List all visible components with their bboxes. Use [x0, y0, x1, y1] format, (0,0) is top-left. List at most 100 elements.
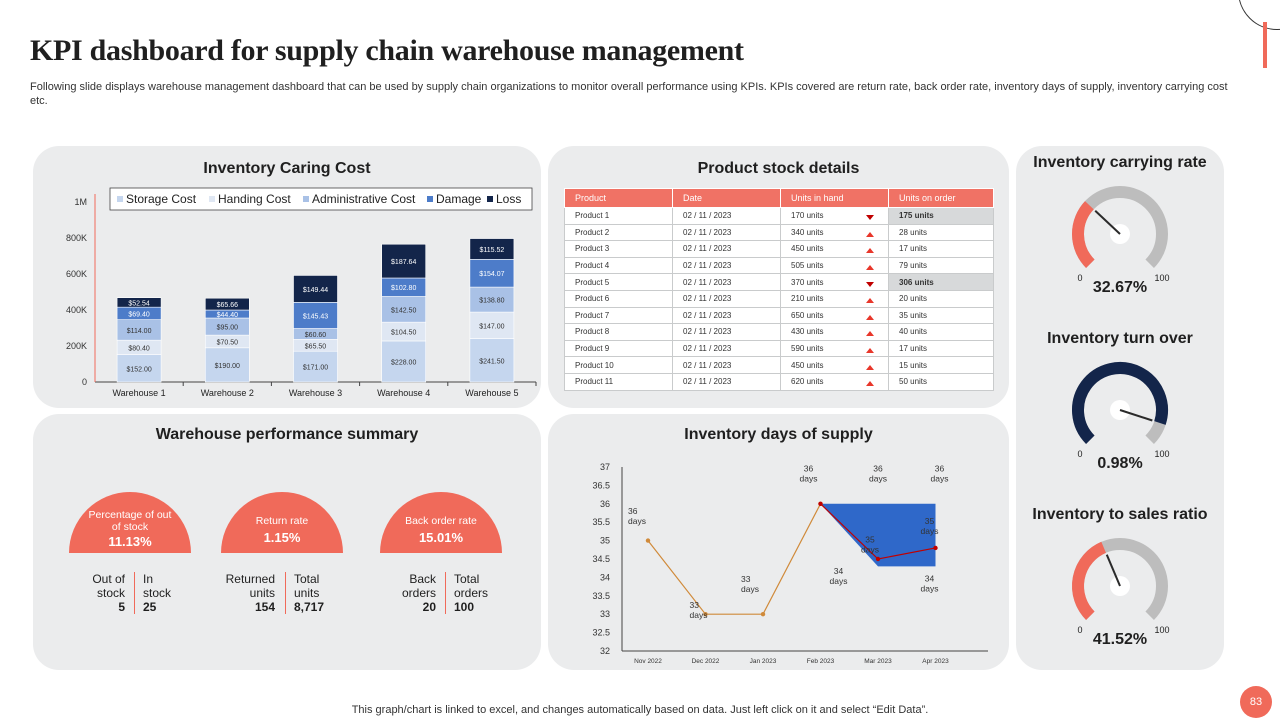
date-cell: 02 / 11 / 2023: [672, 240, 781, 258]
performance-summary-title: Warehouse performance summary: [155, 426, 419, 443]
units-in-hand-cell: 590 units: [780, 339, 889, 358]
product-cell: Product 2: [564, 223, 673, 242]
date-cell-text: 02 / 11 / 2023: [683, 277, 732, 287]
x-tick-label: Warehouse 1: [112, 388, 165, 398]
y-tick-label: 32: [600, 646, 610, 656]
units-in-hand-cell-text: 450 units: [791, 244, 824, 254]
bar-data-label: $114.00: [127, 328, 152, 335]
bar-data-label: $104.50: [391, 330, 416, 337]
bar-data-label: $65.50: [305, 343, 327, 350]
data-point: [760, 612, 766, 617]
data-label: 36 days: [931, 463, 949, 483]
product-stock-title: Product stock details: [697, 160, 860, 177]
data-label: 36 days: [869, 463, 887, 483]
units-in-hand-cell-text: 430 units: [791, 327, 824, 337]
gauge-fill: [1072, 201, 1095, 268]
bar-data-label: $60.60: [305, 332, 327, 339]
bar-data-label: $241.50: [479, 358, 504, 365]
gauge-title: Inventory turn over: [1047, 330, 1193, 347]
data-point: [875, 556, 881, 562]
legend-swatch: [117, 196, 123, 202]
product-cell-text: Product 6: [575, 294, 610, 304]
product-cell-text: Product 1: [575, 211, 610, 221]
x-tick-label: Warehouse 3: [289, 388, 342, 398]
bar-data-label: $80.40: [128, 345, 150, 352]
y-tick-label: 200K: [66, 341, 87, 351]
date-cell-text: 02 / 11 / 2023: [683, 261, 732, 271]
bar-segment: [205, 297, 250, 311]
gauge-min-label: 0: [1077, 449, 1082, 459]
x-tick-label: Warehouse 5: [465, 388, 518, 398]
out-of-stock-right-stat: In stock 25: [143, 572, 183, 614]
return-rate-card: Return rate 1.15%: [221, 492, 343, 553]
decorative-corner-circle: [1238, 0, 1280, 30]
date-cell: 02 / 11 / 2023: [672, 256, 781, 275]
units-in-hand-cell-text: 620 units: [791, 377, 824, 387]
units-on-order-cell: 50 units: [888, 372, 994, 391]
units-on-order-cell-text: 50 units: [899, 377, 928, 387]
bar-data-label: $145.43: [303, 313, 328, 320]
date-cell-text: 02 / 11 / 2023: [683, 360, 732, 370]
data-label: 36 days: [628, 506, 646, 526]
inventory-cost-panel: Inventory Caring Cost 0 200K 400K 600K 800K 1…: [33, 146, 541, 408]
data-label: 33 days: [690, 600, 708, 620]
gauge-max-label: 100: [1154, 625, 1169, 635]
date-cell: 02 / 11 / 2023: [672, 207, 781, 225]
table-row: Product 11 02 / 11 / 2023 620 units 50 unit…: [564, 372, 994, 391]
product-cell-text: Product 8: [575, 327, 610, 337]
bar-data-label: $171.00: [303, 365, 328, 372]
units-on-order-cell: 28 units: [888, 223, 994, 242]
back-order-right-value: 100: [454, 600, 475, 614]
x-tick-label: Nov 2022: [634, 658, 662, 665]
data-label: 35 days: [861, 535, 879, 555]
bar-data-label: $187.64: [391, 259, 416, 266]
days-of-supply-chart[interactable]: 32 32.5 33 33.5 34 34.5 35 35.5 36 36.5 37 Nov 2022…: [548, 414, 1009, 670]
bar-data-label: $95.00: [217, 325, 239, 332]
back-order-left-stat: Back orders 20: [390, 572, 436, 614]
units-on-order-cell-text: 15 units: [899, 360, 928, 370]
gauge-title: Inventory to sales ratio: [1032, 506, 1207, 523]
stat-divider: [285, 572, 286, 614]
legend-label: Damage: [436, 192, 482, 206]
table-row: Product 8 02 / 11 / 2023 430 units 40 units: [564, 323, 994, 341]
bar-data-label: $142.50: [391, 307, 416, 314]
date-cell-text: 02 / 11 / 2023: [683, 227, 732, 237]
column-header-units-in-hand: Units in hand: [780, 188, 889, 208]
trend-up-icon: [866, 364, 874, 370]
footer-note: This graph/chart is linked to excel, and…: [351, 704, 929, 716]
data-point: [703, 612, 708, 617]
bar-data-label: $102.80: [391, 285, 416, 292]
bar-segment: [469, 259, 515, 288]
trend-up-icon: [866, 298, 874, 304]
legend-label: Storage Cost: [126, 192, 197, 206]
inventory-cost-chart[interactable]: 0 200K 400K 600K 800K 1M Storage Cost Handing C…: [33, 146, 541, 408]
column-header-product: Product: [564, 188, 673, 208]
y-tick-label: 35.5: [592, 517, 610, 527]
return-rate-left-stat: Returned units 154: [219, 572, 275, 614]
table-row: Product 2 02 / 11 / 2023 340 units 28 units: [564, 223, 994, 242]
x-tick-label: Dec 2022: [692, 658, 720, 665]
gauge-needle: [1119, 409, 1153, 422]
date-cell: 02 / 11 / 2023: [672, 306, 781, 325]
product-stock-panel: Product stock details Product Date Units…: [548, 146, 1009, 408]
return-rate-left-value: 154: [254, 600, 275, 614]
bar-segment: [469, 338, 515, 383]
data-label: 36 days: [800, 463, 818, 483]
units-in-hand-cell-text: 590 units: [791, 344, 824, 354]
bar-segment: [381, 340, 427, 383]
trend-down-icon: [866, 281, 874, 287]
return-rate-value: 1.15%: [263, 530, 301, 545]
bar-data-label: $115.52: [480, 247, 505, 254]
units-on-order-cell: 35 units: [888, 306, 994, 325]
units-on-order-cell-text: 17 units: [899, 244, 928, 254]
back-order-rate-value: 15.01%: [418, 530, 464, 545]
trend-up-icon: [866, 265, 874, 271]
units-in-hand-cell: 170 units: [780, 207, 889, 225]
data-label: 35 days: [921, 516, 939, 536]
y-tick-label: 36: [600, 499, 610, 509]
trend-up-icon: [866, 348, 874, 354]
date-cell: 02 / 11 / 2023: [672, 273, 781, 291]
date-cell-text: 02 / 11 / 2023: [683, 327, 732, 337]
units-on-order-cell: 306 units: [888, 273, 994, 291]
gauge-max-label: 100: [1154, 449, 1169, 459]
